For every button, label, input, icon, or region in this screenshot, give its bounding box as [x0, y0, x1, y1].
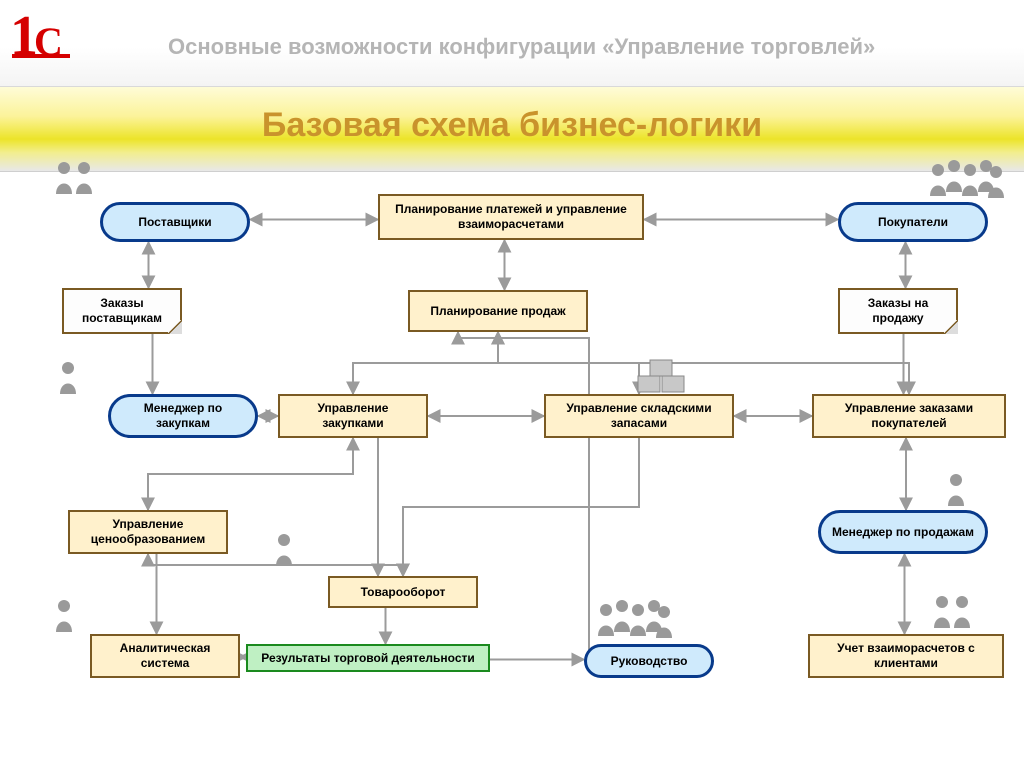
logo-1c: 1C	[10, 8, 74, 72]
node-buyers: Покупатели	[838, 202, 988, 242]
boxes-icon	[636, 358, 692, 394]
header-subtitle: Основные возможности конфигурации «Управ…	[168, 34, 875, 60]
purchase-mgr-icon	[58, 360, 82, 398]
node-customer_orders: Заказы на продажу	[838, 288, 958, 334]
diagram-canvas: 1C Основные возможности конфигурации «Уп…	[0, 0, 1024, 768]
node-pricing: Управление ценообразованием	[68, 510, 228, 554]
node-analytics: Аналитическая система	[90, 634, 240, 678]
buyers-icon	[928, 158, 1006, 202]
node-management: Руководство	[584, 644, 714, 678]
node-suppliers: Поставщики	[100, 202, 250, 242]
node-stock_mgmt: Управление складскими запасами	[544, 394, 734, 438]
page-title: Базовая схема бизнес-логики	[0, 106, 1024, 145]
suppliers-icon	[54, 158, 98, 198]
node-cust_order_mgmt: Управление заказами покупателей	[812, 394, 1006, 438]
clients-icon	[932, 592, 976, 632]
node-sales_mgr: Менеджер по продажам	[818, 510, 988, 554]
worker-icon	[274, 532, 298, 570]
node-pay_plan: Планирование платежей и управление взаим…	[378, 194, 644, 240]
node-turnover: Товарооборот	[328, 576, 478, 608]
sales-mgr-icon	[946, 472, 970, 510]
analyst-icon	[54, 598, 78, 636]
management-icon	[596, 598, 674, 642]
node-purchase_mgr: Менеджер по закупкам	[108, 394, 258, 438]
node-supplier_orders: Заказы поставщикам	[62, 288, 182, 334]
node-receivables: Учет взаиморасчетов с клиентами	[808, 634, 1004, 678]
node-results: Результаты торговой деятельности	[246, 644, 490, 672]
node-sales_plan: Планирование продаж	[408, 290, 588, 332]
node-purchase_mgmt: Управление закупками	[278, 394, 428, 438]
